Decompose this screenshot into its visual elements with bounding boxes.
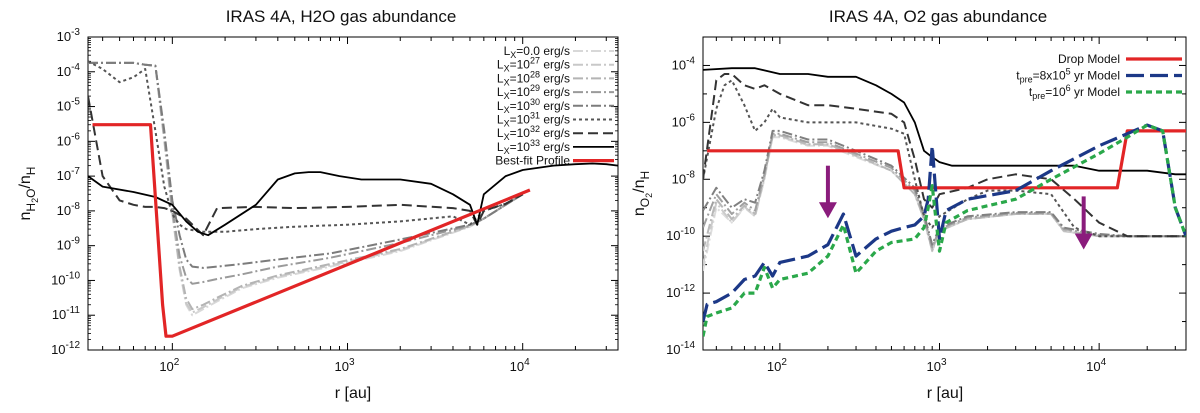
left-series-line — [88, 61, 524, 317]
left-series-line — [88, 95, 524, 237]
left-ytick-label: 10-8 — [57, 201, 81, 218]
right-legend-label: Drop Model — [1058, 52, 1120, 66]
left-legend-label: LX=1027 erg/s — [497, 56, 570, 74]
right-upper-limit-arrowhead — [1074, 233, 1093, 250]
right-series-line — [703, 79, 1186, 238]
left-series-line — [92, 123, 531, 338]
right-legend-label: tpre=8x105 yr Model — [1016, 67, 1120, 85]
right-y-axis-label: nO2/nH — [631, 171, 654, 216]
left-xtick-label: 104 — [510, 357, 530, 374]
left-legend-label: LX=1033 erg/s — [497, 138, 570, 156]
right-xtick-label: 104 — [1086, 357, 1106, 374]
right-plot: 10-4 10-6 10-8 10-10 10-12 10-14 102 103 104 nO2/… — [631, 36, 1187, 374]
right-ytick-label: 10-10 — [666, 226, 695, 243]
left-legend-label: Best-fit Profile — [495, 154, 570, 168]
left-ytick-label: 10-4 — [57, 62, 81, 79]
left-series-line — [88, 60, 524, 233]
right-ytick-label: 10-4 — [672, 55, 696, 72]
right-ytick-label: 10-14 — [666, 340, 695, 357]
left-xtick-label: 103 — [335, 357, 355, 374]
right-series-line — [707, 129, 1186, 190]
left-chart-title: IRAS 4A, H2O gas abundance — [226, 7, 457, 26]
left-series-line — [88, 162, 618, 237]
left-legend-label: LX=1032 erg/s — [497, 124, 570, 142]
left-ytick-label: 10-12 — [51, 340, 80, 357]
left-plot-frame — [87, 36, 619, 351]
right-series-line — [703, 123, 1186, 337]
left-legend-label: LX=0.0 erg/s — [504, 44, 570, 60]
right-series-line — [703, 123, 1186, 322]
left-legend-label: LX=1028 erg/s — [497, 69, 570, 87]
left-ytick-label: 10-6 — [57, 131, 81, 148]
right-xtick-label: 103 — [926, 357, 946, 374]
left-legend-label: LX=1030 erg/s — [497, 97, 570, 115]
left-ytick-label: 10-3 — [57, 27, 81, 44]
right-ytick-label: 10-12 — [666, 283, 695, 300]
left-ytick-label: 10-7 — [57, 166, 81, 183]
left-x-axis-label: r [au] — [335, 385, 371, 402]
left-y-axis-label: nH2O/nH — [17, 167, 40, 221]
right-series-line — [703, 136, 1186, 272]
right-ytick-label: 10-8 — [672, 169, 696, 186]
left-ytick-label: 10-11 — [52, 305, 81, 322]
right-chart-title: IRAS 4A, O2 gas abundance — [829, 7, 1047, 26]
right-series-line — [703, 135, 1186, 265]
right-series-line — [703, 73, 1186, 238]
left-ytick-label: 10-9 — [57, 236, 81, 253]
left-legend-label: LX=1029 erg/s — [497, 83, 570, 101]
left-xtick-label: 102 — [159, 357, 179, 374]
right-plot-frame — [702, 36, 1187, 351]
left-plot: 10-3 10-4 10-5 10-6 10-7 10-8 10-9 10-10 10-11 10… — [17, 27, 619, 374]
right-ytick-label: 10-6 — [672, 112, 696, 129]
right-legend-label: tpre=106 yr Model — [1029, 83, 1120, 101]
left-ytick-label: 10-10 — [51, 270, 80, 287]
left-ytick-label: 10-5 — [57, 97, 81, 114]
right-x-axis-label: r [au] — [927, 385, 963, 402]
right-upper-limit-arrowhead — [818, 202, 837, 219]
left-legend-label: LX=1031 erg/s — [497, 111, 570, 129]
right-xtick-label: 102 — [767, 357, 787, 374]
